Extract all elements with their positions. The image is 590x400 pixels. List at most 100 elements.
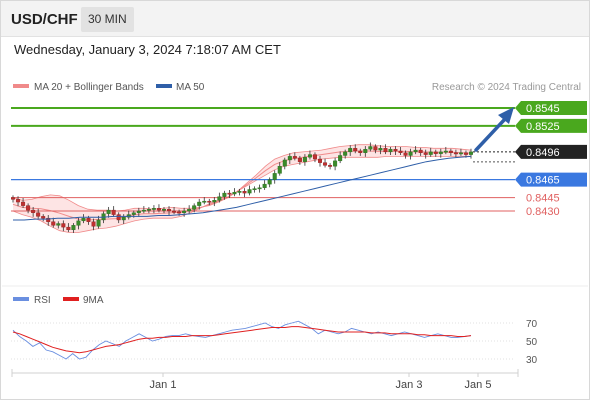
legend-9ma-swatch bbox=[63, 297, 79, 301]
candle bbox=[161, 206, 166, 214]
trend-arrow-icon bbox=[474, 107, 514, 152]
candle bbox=[46, 215, 51, 226]
legend-rsi-swatch bbox=[13, 297, 29, 301]
candle bbox=[10, 195, 15, 203]
candle bbox=[438, 148, 443, 158]
legend-ma50-label: MA 50 bbox=[176, 82, 205, 93]
timeframe-button[interactable]: 30 MIN bbox=[81, 7, 134, 32]
candle bbox=[458, 148, 463, 156]
candle bbox=[106, 206, 111, 218]
legend-rsi-label: RSI bbox=[34, 295, 51, 306]
candle bbox=[408, 148, 413, 160]
candle bbox=[363, 146, 368, 157]
candle bbox=[56, 221, 61, 229]
candle bbox=[232, 188, 237, 197]
candle bbox=[287, 153, 292, 164]
level-tag-0.8525: 0.8525 bbox=[515, 118, 587, 133]
candle bbox=[192, 203, 197, 213]
candle bbox=[136, 207, 141, 217]
candle bbox=[26, 203, 31, 214]
x-tick-label: Jan 1 bbox=[150, 379, 177, 391]
credit-label: Research © 2024 Trading Central bbox=[432, 82, 581, 93]
candle bbox=[66, 223, 71, 233]
candle bbox=[277, 162, 282, 176]
level-label: 0.8545 bbox=[526, 103, 560, 115]
level-label: 0.8465 bbox=[526, 175, 560, 187]
candle bbox=[312, 152, 317, 163]
level-label: 0.8525 bbox=[526, 121, 560, 133]
candle bbox=[167, 206, 172, 216]
level-tag-box bbox=[515, 101, 587, 115]
candle bbox=[398, 146, 403, 156]
candle bbox=[36, 208, 41, 219]
candle bbox=[343, 149, 348, 159]
candle bbox=[156, 204, 161, 213]
candle bbox=[318, 155, 323, 167]
candle bbox=[302, 154, 307, 166]
candle bbox=[373, 144, 378, 154]
symbol-label: USD/CHF bbox=[11, 11, 78, 28]
candles bbox=[10, 142, 474, 233]
level-label: 0.8445 bbox=[526, 193, 560, 205]
candle bbox=[378, 145, 383, 155]
candle bbox=[453, 149, 458, 158]
candle bbox=[433, 149, 438, 157]
candle bbox=[16, 196, 21, 207]
candle bbox=[383, 144, 388, 155]
level-lines bbox=[11, 107, 515, 212]
candle bbox=[237, 189, 242, 196]
candle bbox=[368, 142, 373, 152]
candle bbox=[242, 188, 247, 198]
level-label: 0.8430 bbox=[526, 206, 560, 218]
candle bbox=[141, 206, 146, 214]
candle bbox=[323, 158, 328, 168]
candle bbox=[96, 215, 101, 229]
legend-9ma-label: 9MA bbox=[83, 295, 104, 306]
candle bbox=[388, 146, 393, 156]
candle bbox=[413, 146, 418, 155]
level-tag-0.8445: 0.8445 bbox=[526, 193, 560, 205]
candle bbox=[469, 148, 474, 159]
candle bbox=[328, 163, 333, 170]
candle bbox=[428, 147, 433, 157]
moving-average-lines bbox=[13, 155, 472, 221]
bollinger-lower-line bbox=[12, 156, 471, 233]
rsi-tick-label: 70 bbox=[526, 319, 538, 330]
candle bbox=[197, 198, 202, 210]
candle bbox=[116, 212, 121, 224]
candle bbox=[202, 197, 207, 205]
legend-bollinger-swatch bbox=[13, 84, 29, 88]
ma50-line bbox=[13, 155, 472, 221]
candle bbox=[212, 197, 217, 207]
candle bbox=[121, 214, 126, 224]
candle bbox=[418, 147, 423, 156]
rsi-ma-line bbox=[12, 326, 472, 354]
level-tag-0.8430: 0.8430 bbox=[526, 206, 560, 218]
level-tag-0.8545: 0.8545 bbox=[515, 101, 587, 115]
candle bbox=[267, 177, 272, 188]
candle bbox=[307, 150, 312, 160]
level-label: 0.8496 bbox=[526, 147, 560, 159]
candle bbox=[182, 207, 187, 217]
candle bbox=[71, 223, 76, 233]
candle bbox=[51, 217, 56, 228]
candle bbox=[187, 205, 192, 214]
candle bbox=[247, 185, 252, 196]
candle bbox=[292, 152, 297, 161]
candle bbox=[353, 144, 358, 154]
candle bbox=[393, 146, 398, 156]
candle bbox=[151, 205, 156, 214]
candle bbox=[348, 145, 353, 156]
candle bbox=[91, 218, 96, 231]
rsi-tick-label: 30 bbox=[526, 355, 538, 366]
datetime-label: Wednesday, January 3, 2024 7:18:07 AM CE… bbox=[14, 42, 281, 57]
candle bbox=[358, 148, 363, 156]
candle bbox=[172, 206, 177, 215]
candle bbox=[21, 198, 26, 208]
candle bbox=[448, 148, 453, 156]
level-tag-0.8465: 0.8465 bbox=[515, 172, 587, 187]
candle bbox=[257, 184, 262, 193]
